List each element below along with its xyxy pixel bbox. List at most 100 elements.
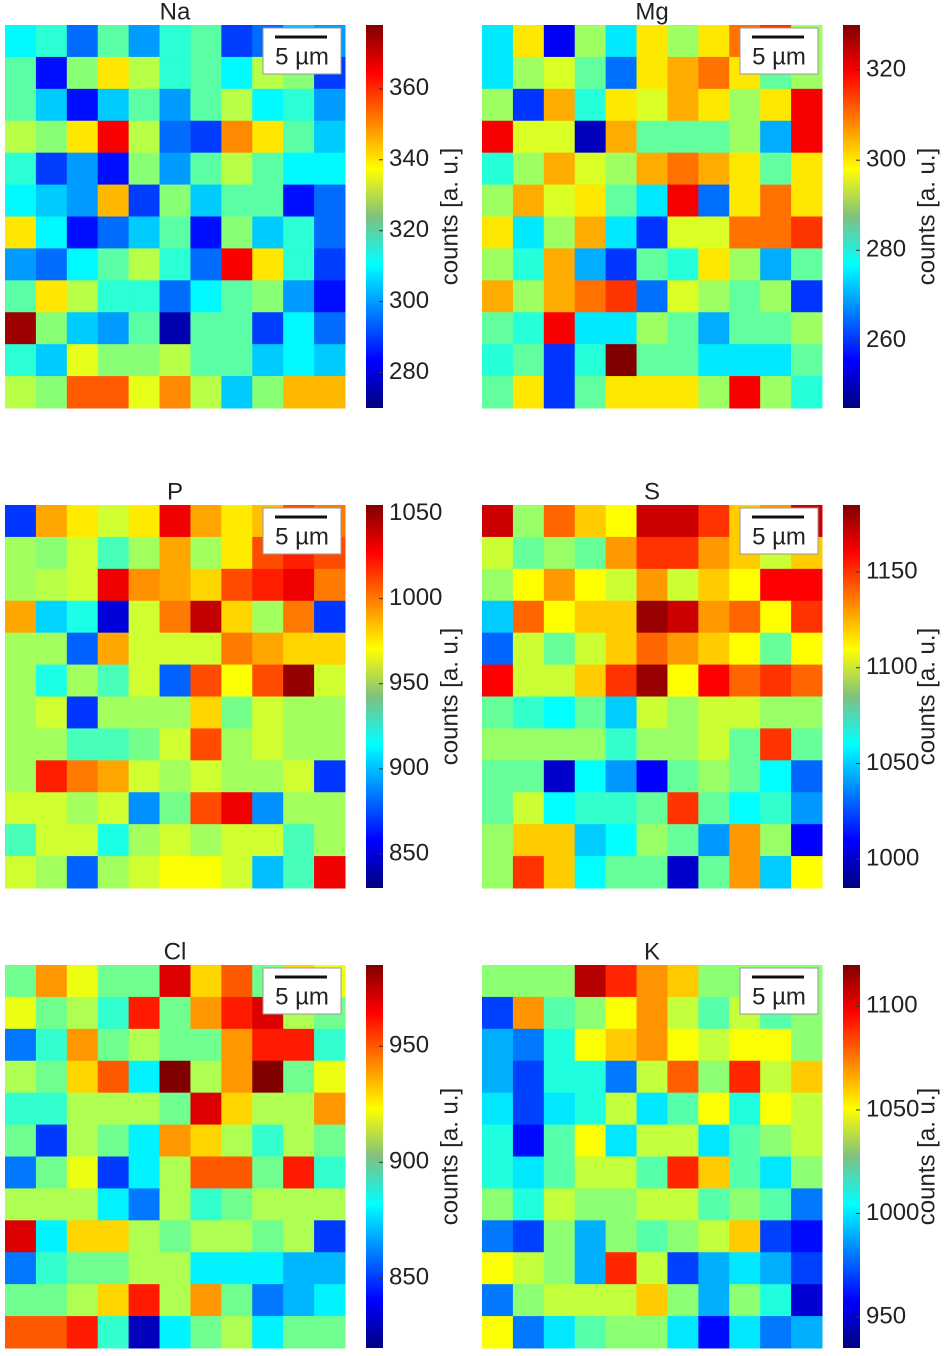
- heatmap-cell: [605, 376, 638, 409]
- heatmap-cell: [512, 1156, 545, 1189]
- heatmap-cell: [543, 1316, 576, 1349]
- heatmap-cell: [128, 248, 161, 281]
- heatmap-cell: [159, 600, 191, 634]
- scalebar-label: 5 µm: [275, 983, 329, 1010]
- heatmap-cell: [66, 1028, 99, 1062]
- heatmap-cell: [66, 312, 99, 345]
- heatmap-cell: [314, 1060, 346, 1094]
- heatmap-cell: [190, 824, 222, 857]
- heatmap-cell: [512, 824, 545, 857]
- heatmap-cell: [667, 376, 699, 409]
- heatmap-cell: [5, 152, 37, 186]
- heatmap-cell: [512, 696, 545, 729]
- heatmap-cell: [190, 88, 222, 122]
- heatmap-cell: [97, 792, 130, 825]
- heatmap-cell: [66, 996, 99, 1030]
- scalebar-label: 5 µm: [275, 43, 329, 70]
- heatmap-cell: [698, 1316, 730, 1349]
- heatmap-cell: [97, 248, 130, 281]
- heatmap-cell: [97, 216, 130, 249]
- heatmap-cell: [35, 280, 68, 313]
- heatmap-cell: [159, 248, 191, 281]
- heatmap-cell: [190, 664, 222, 697]
- heatmap-cell: [636, 1156, 668, 1189]
- heatmap-cell: [636, 344, 668, 377]
- heatmap-cell: [128, 1188, 161, 1221]
- heatmap-cell: [314, 216, 346, 249]
- heatmap-cell: [698, 1252, 730, 1285]
- heatmap-cell: [252, 1284, 284, 1317]
- heatmap-cell: [97, 1220, 130, 1253]
- heatmap-cell: [760, 344, 792, 377]
- heatmap-cell: [283, 152, 315, 186]
- heatmap-cell: [636, 248, 668, 281]
- heatmap-cell: [543, 1092, 576, 1126]
- heatmap-cell: [512, 664, 545, 697]
- heatmap-cell: [283, 664, 315, 697]
- heatmap-cell: [543, 376, 576, 409]
- heatmap-cell: [190, 1156, 222, 1189]
- heatmap-cell: [636, 696, 668, 729]
- heatmap-cell: [791, 1284, 823, 1317]
- colorbar-label: counts [a. u.]: [436, 1088, 463, 1225]
- heatmap-cell: [636, 1092, 668, 1126]
- heatmap-cell: [791, 1220, 823, 1253]
- heatmap-cell: [791, 568, 823, 602]
- heatmap-cell: [314, 344, 346, 377]
- heatmap-cell: [605, 1124, 638, 1157]
- heatmap-cell: [159, 760, 191, 793]
- heatmap-cell: [5, 600, 37, 634]
- heatmap-cell: [543, 344, 576, 377]
- heatmap-cell: [283, 1316, 315, 1349]
- heatmap-cell: [252, 280, 284, 313]
- heatmap-cell: [221, 248, 253, 281]
- heatmap-cell: [159, 728, 191, 761]
- heatmap-cell: [283, 600, 315, 634]
- heatmap-cell: [190, 505, 222, 538]
- heatmap-cell: [667, 1060, 699, 1094]
- heatmap-cell: [760, 376, 792, 409]
- heatmap-cell: [791, 696, 823, 729]
- heatmap-cell: [221, 120, 253, 154]
- heatmap-cell: [698, 824, 730, 857]
- heatmap-cell: [35, 216, 68, 249]
- colorbar-tick-label: 1050: [389, 499, 442, 526]
- heatmap-cell: [605, 88, 638, 122]
- heatmap-cell: [482, 1092, 514, 1126]
- heatmap-cell: [221, 856, 253, 889]
- heatmap-cell: [760, 664, 792, 697]
- heatmap-cell: [543, 56, 576, 90]
- heatmap-cell: [283, 1252, 315, 1285]
- heatmap-cell: [66, 56, 99, 90]
- heatmap-cell: [512, 1092, 545, 1126]
- heatmap-cell: [698, 216, 730, 249]
- heatmap-cell: [698, 600, 730, 634]
- heatmap-cell: [791, 1028, 823, 1062]
- heatmap-cell: [698, 792, 730, 825]
- heatmap-cell: [667, 1028, 699, 1062]
- heatmap-cell: [636, 120, 668, 154]
- heatmap-cell: [729, 1028, 761, 1062]
- heatmap-cell: [221, 792, 253, 825]
- heatmap-cell: [512, 728, 545, 761]
- heatmap-cell: [512, 312, 545, 345]
- heatmap-cell: [667, 25, 699, 58]
- heatmap-cell: [729, 664, 761, 697]
- heatmap-cell: [543, 280, 576, 313]
- heatmap-cell: [314, 1156, 346, 1189]
- heatmap-cell: [5, 536, 37, 570]
- heatmap-cell: [512, 376, 545, 409]
- heatmap-cell: [512, 1252, 545, 1285]
- heatmap-cell: [128, 856, 161, 889]
- heatmap-cell: [574, 152, 607, 186]
- heatmap-cell: [605, 344, 638, 377]
- heatmap-cell: [760, 856, 792, 889]
- heatmap-cell: [252, 216, 284, 249]
- heatmap-cell: [159, 1124, 191, 1157]
- heatmap-cell: [543, 312, 576, 345]
- colorbar: [843, 25, 860, 408]
- heatmap-cell: [512, 280, 545, 313]
- heatmap-cell: [605, 996, 638, 1030]
- heatmap-cell: [543, 760, 576, 793]
- heatmap-cell: [314, 664, 346, 697]
